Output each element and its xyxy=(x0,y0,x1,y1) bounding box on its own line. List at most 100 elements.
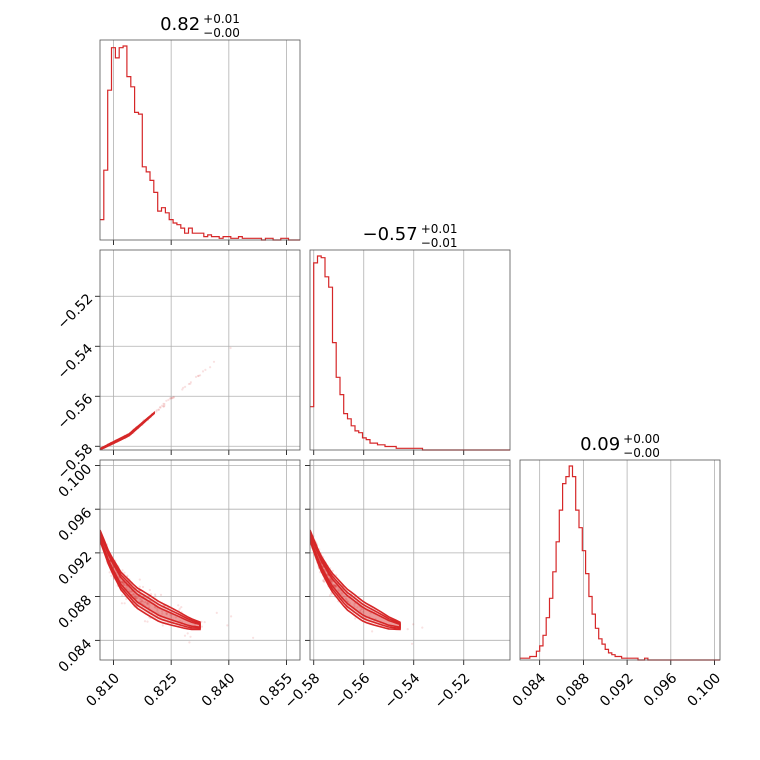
scatter-point xyxy=(126,574,129,577)
scatter-point xyxy=(371,630,374,633)
scatter-point xyxy=(121,569,124,572)
contour-level xyxy=(100,533,201,629)
scatter-point xyxy=(162,405,165,408)
scatter-point xyxy=(163,404,166,407)
scatter-point xyxy=(108,571,111,574)
scatter-point xyxy=(335,585,338,588)
scatter-point xyxy=(356,606,359,609)
scatter-point xyxy=(340,591,343,594)
scatter-point xyxy=(199,374,202,377)
scatter-point xyxy=(148,604,151,607)
panel-title: 0.09 xyxy=(580,434,620,455)
scatter-point xyxy=(229,346,232,350)
scatter-point xyxy=(328,577,331,580)
joint-content xyxy=(310,529,424,645)
scatter-point xyxy=(344,597,347,600)
scatter-point xyxy=(171,397,174,400)
scatter-point xyxy=(135,596,138,600)
scatter-point xyxy=(153,605,156,609)
scatter-point xyxy=(169,614,172,617)
scatter-point xyxy=(179,619,182,622)
joint-panel: −0.58−0.56−0.54−0.52 xyxy=(55,249,301,483)
scatter-point xyxy=(332,584,336,587)
contour-level xyxy=(310,533,401,629)
scatter-point xyxy=(178,607,181,610)
scatter-point xyxy=(167,398,170,401)
scatter-point xyxy=(323,580,326,584)
x-tick-label: 0.840 xyxy=(199,670,239,710)
scatter-point xyxy=(204,368,207,371)
scatter-point xyxy=(155,410,158,413)
scatter-point xyxy=(353,603,356,606)
y-tick-label: 0.088 xyxy=(56,592,96,632)
scatter-point xyxy=(165,613,168,616)
x-tick-label: 0.100 xyxy=(684,670,724,710)
scatter-point xyxy=(203,621,206,624)
panel-frame xyxy=(99,249,301,451)
scatter-point xyxy=(157,408,160,411)
scatter-point xyxy=(154,606,157,609)
scatter-point xyxy=(346,600,349,603)
scatter-point xyxy=(184,385,187,388)
scatter-point xyxy=(121,582,124,585)
scatter-point xyxy=(252,636,255,639)
scatter-point xyxy=(165,612,168,615)
x-tick-label: 0.096 xyxy=(641,670,681,710)
scatter-point xyxy=(330,580,333,583)
scatter-point xyxy=(337,589,340,593)
scatter-point xyxy=(359,608,362,611)
title-lower-error: −0.00 xyxy=(203,26,240,40)
panel-title: −0.57 xyxy=(363,224,418,245)
scatter-point xyxy=(329,579,332,582)
scatter-point xyxy=(134,594,137,597)
scatter-point xyxy=(144,601,147,604)
scatter-point xyxy=(341,593,344,596)
scatter-point xyxy=(200,620,203,623)
scatter-point xyxy=(322,580,325,583)
scatter-point xyxy=(132,592,135,595)
x-tick-label: 0.825 xyxy=(141,670,181,710)
scatter-point xyxy=(189,381,192,384)
scatter-point xyxy=(123,582,126,585)
joint-panel: −0.58−0.56−0.54−0.52 xyxy=(282,459,511,712)
scatter-point xyxy=(196,374,200,378)
scatter-point xyxy=(345,598,348,601)
scatter-point xyxy=(121,580,124,584)
scatter-point xyxy=(215,611,218,615)
x-tick-label: −0.56 xyxy=(332,670,374,712)
title-upper-error: +0.01 xyxy=(421,222,458,236)
scatter-point xyxy=(143,620,147,623)
scatter-point xyxy=(369,612,372,615)
scatter-point xyxy=(161,624,164,627)
scatter-point xyxy=(230,615,233,618)
scatter-point xyxy=(344,598,347,601)
marginal-panel: 0.82 +0.01−0.00 xyxy=(99,12,301,245)
scatter-point xyxy=(159,406,162,409)
scatter-point xyxy=(165,612,168,615)
scatter-point xyxy=(136,597,139,600)
scatter-point xyxy=(134,595,137,598)
scatter-point xyxy=(337,588,340,591)
scatter-point xyxy=(123,583,126,587)
scatter-point xyxy=(361,607,364,611)
x-tick-label: 0.088 xyxy=(553,670,593,710)
scatter-point xyxy=(194,375,198,378)
scatter-point xyxy=(126,586,129,589)
scatter-point xyxy=(334,584,337,588)
scatter-point xyxy=(162,405,165,408)
title-lower-error: −0.00 xyxy=(623,446,660,460)
y-tick-label: −0.56 xyxy=(55,391,97,433)
panel-frame xyxy=(309,459,511,661)
histogram-line xyxy=(100,45,300,241)
y-tick-label: 0.084 xyxy=(56,636,96,676)
scatter-point xyxy=(141,600,144,603)
contour-level xyxy=(100,531,201,630)
marginal-panel: 0.084 0.088 0.092 0.096 0.100 0.09 +0.00−0.00 xyxy=(510,432,725,710)
scatter-point xyxy=(189,635,192,638)
scatter-point xyxy=(154,593,157,596)
scatter-point xyxy=(122,583,125,586)
scatter-point xyxy=(155,409,158,412)
scatter-point xyxy=(140,599,143,602)
scatter-point xyxy=(121,581,124,584)
scatter-point xyxy=(172,396,175,399)
